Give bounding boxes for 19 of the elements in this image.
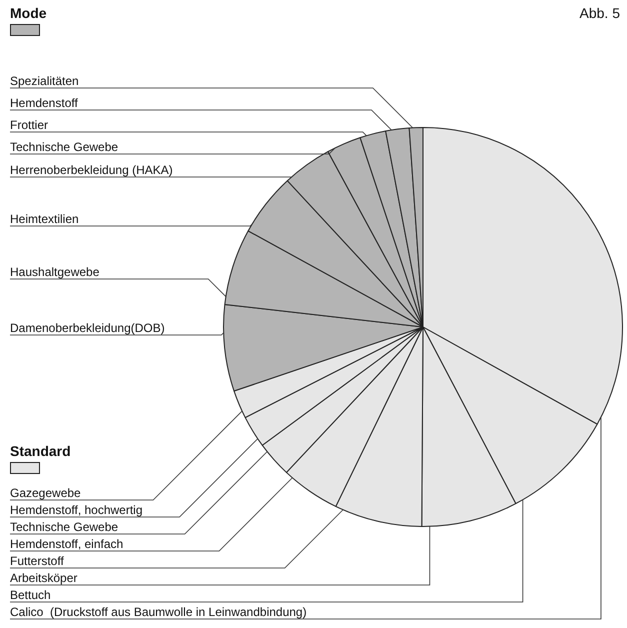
slice-label: Calico (Druckstoff aus Baumwolle in Leinwandbindung) [10, 605, 307, 619]
slice-label: Hemdenstoff, einfach [10, 537, 124, 551]
slice-label: Futterstoff [10, 554, 64, 568]
slice-label: Bettuch [10, 588, 51, 602]
text: Mode [10, 5, 47, 21]
slice-label: Frottier [10, 118, 48, 132]
slice-label: Arbeitsköper [10, 571, 78, 585]
caption: Abb. 5 [580, 5, 620, 21]
slice-label: Hemdenstoff [10, 96, 78, 110]
slice-label: Spezialitäten [10, 74, 79, 88]
slice-label: Herrenoberbekleidung (HAKA) [10, 163, 173, 177]
text: Standard [10, 443, 71, 459]
slice-label: Technische Gewebe [10, 520, 118, 534]
slice-label: Hemdenstoff, hochwertig [10, 503, 143, 517]
legend-label: Gazegewebe [10, 486, 82, 500]
slice-label: Heimtextilien [10, 212, 79, 226]
slice-label: Haushaltgewebe [10, 265, 100, 279]
slice-label: Damenoberbekleidung(DOB) [10, 321, 165, 335]
slice-label: Technische Gewebe [10, 140, 118, 154]
